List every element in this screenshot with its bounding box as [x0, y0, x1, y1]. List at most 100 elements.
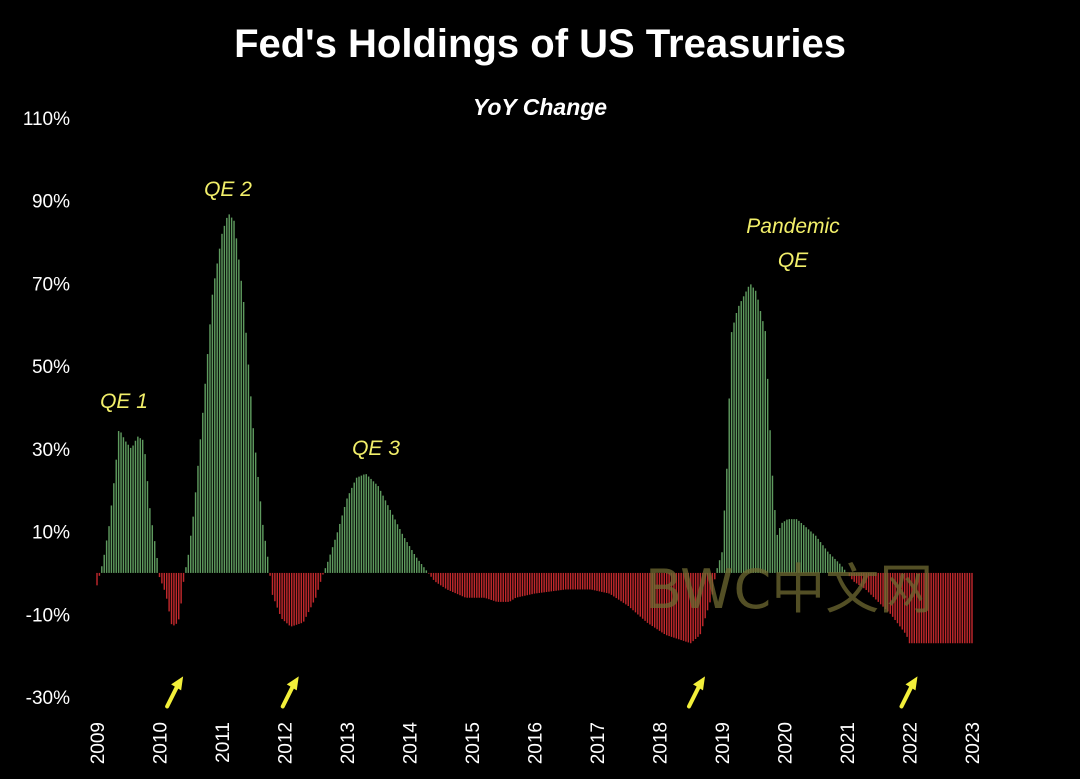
bar — [762, 321, 764, 573]
annotation-label: QE — [778, 249, 809, 272]
bar — [586, 572, 589, 590]
bar — [454, 572, 456, 594]
bar — [956, 572, 959, 644]
bar — [238, 259, 240, 573]
bar — [310, 572, 312, 608]
bar — [949, 572, 952, 644]
bar — [233, 220, 235, 573]
bar — [512, 572, 514, 600]
bar — [935, 572, 937, 644]
bar — [591, 572, 593, 590]
bar — [214, 278, 216, 573]
bar — [531, 572, 533, 595]
bar — [836, 561, 839, 573]
bar — [403, 538, 406, 573]
bar — [656, 572, 658, 630]
bar — [620, 572, 622, 602]
bar — [221, 233, 223, 573]
bar — [887, 572, 889, 612]
bar — [940, 572, 942, 644]
bar — [190, 535, 192, 573]
bar — [625, 572, 627, 605]
bar — [928, 572, 930, 644]
bar — [798, 520, 800, 573]
bar — [303, 572, 305, 622]
y-tick-label: 110% — [23, 109, 70, 130]
bar — [867, 572, 870, 593]
bar — [545, 572, 548, 593]
bar — [589, 572, 591, 590]
bar — [790, 519, 793, 573]
bar — [271, 572, 274, 595]
bar — [226, 217, 228, 573]
bar — [504, 572, 507, 602]
bar — [908, 572, 911, 644]
bar — [149, 508, 151, 573]
bar — [175, 572, 178, 624]
bar — [343, 506, 346, 573]
bar — [507, 572, 509, 602]
bar — [495, 572, 497, 602]
bar — [678, 572, 680, 640]
bar — [959, 572, 961, 644]
x-tick-label: 2009 — [88, 722, 109, 764]
bar — [824, 548, 827, 573]
bar — [680, 572, 682, 641]
bar — [178, 572, 180, 620]
bar — [759, 311, 762, 573]
bar — [733, 322, 735, 573]
bar — [516, 572, 519, 598]
bar — [96, 572, 98, 586]
bar — [250, 396, 252, 573]
bar — [440, 572, 442, 586]
bar — [456, 572, 459, 595]
bar — [603, 572, 605, 593]
bar — [769, 430, 771, 573]
x-tick-label: 2018 — [651, 722, 672, 764]
x-tick-label: 2013 — [338, 722, 359, 764]
x-tick-label: 2015 — [463, 722, 484, 764]
arrow-icon — [899, 676, 918, 709]
bar — [699, 572, 702, 635]
bar — [324, 568, 327, 573]
arrow-head — [693, 676, 705, 691]
y-tick-label: -30% — [26, 688, 70, 709]
bar — [305, 572, 307, 617]
bar — [492, 572, 495, 601]
bar — [540, 572, 543, 593]
bar — [872, 572, 875, 598]
bar — [901, 572, 904, 630]
bar — [127, 444, 129, 573]
bar — [574, 572, 577, 590]
bar — [264, 540, 266, 573]
bar — [329, 554, 331, 573]
bar — [834, 558, 836, 573]
bar — [358, 476, 360, 573]
bar — [711, 572, 714, 595]
bar — [673, 572, 675, 638]
bar — [812, 533, 815, 573]
bar — [781, 522, 783, 573]
bar — [843, 569, 846, 573]
bar — [817, 538, 819, 573]
bar — [370, 478, 372, 573]
bar — [766, 378, 769, 573]
bar — [584, 572, 586, 590]
bar — [716, 568, 718, 573]
bar — [533, 572, 536, 594]
bar — [360, 475, 363, 573]
bar — [266, 556, 269, 573]
bar — [269, 572, 271, 576]
bar — [726, 468, 728, 573]
bar — [920, 572, 923, 644]
bar — [526, 572, 529, 596]
bar — [180, 572, 182, 604]
bar — [615, 572, 617, 599]
bar — [288, 572, 291, 626]
bar — [307, 572, 310, 613]
bar — [300, 572, 303, 624]
bar — [966, 572, 968, 644]
bar — [341, 515, 343, 573]
bar — [745, 291, 747, 573]
